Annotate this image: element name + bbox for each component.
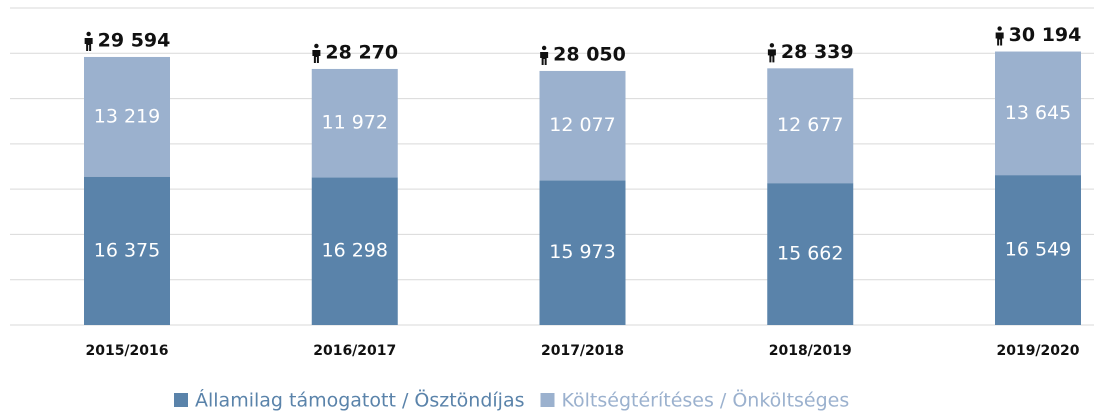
value-label: 16 375 [94,239,160,261]
icon-body [767,49,776,63]
value-label: 16 549 [1005,239,1071,261]
bar-segment [311,177,398,325]
icon-head [997,26,1002,31]
value-label: 12 077 [549,114,615,136]
legend-label: Államilag támogatott / Ösztöndíjas [195,389,525,412]
value-label: 12 677 [777,114,843,136]
value-label: 15 973 [549,241,615,263]
icon-head [769,43,775,48]
x-tick-label: 2015/2016 [85,343,168,359]
bar-segment [767,183,854,325]
total-label: 28 270 [325,41,398,63]
legend-swatch [174,393,188,407]
icon-head [314,43,319,49]
value-label: 16 298 [322,240,388,262]
icon-head [86,31,91,37]
x-tick-label: 2019/2020 [996,343,1079,359]
icon-body [84,37,93,51]
x-tick-label: 2017/2018 [541,343,624,359]
bar-segment [995,175,1081,325]
person-icon [995,26,1004,46]
bar-segment [539,70,626,181]
value-label: 13 645 [1005,102,1071,124]
value-label: 11 972 [322,112,388,134]
legend: Államilag támogatott / Ösztöndíjas Költsé… [174,389,849,412]
icon-body [312,49,321,63]
bar-segment [84,176,170,325]
bar-segment [84,56,170,177]
person-icon [312,43,321,63]
total-label: 30 194 [1009,24,1082,46]
bar-segment [311,68,398,178]
total-label: 28 050 [553,43,626,65]
person-icon [540,45,549,65]
person-icon [767,43,776,63]
value-label: 13 219 [94,105,160,127]
total-label: 29 594 [98,29,171,51]
icon-body [995,32,1004,46]
total-label: 28 339 [781,41,854,63]
x-tick-label: 2016/2017 [313,343,396,359]
bar-segment [995,51,1081,176]
icon-body [540,51,549,65]
legend-label: Költségtérítéses / Önköltséges [562,389,850,412]
bar-segment [539,180,626,325]
person-icon [84,31,93,51]
legend-swatch [540,393,555,407]
value-label: 15 662 [777,243,843,265]
x-tick-label: 2018/2019 [769,343,852,359]
icon-head [541,45,547,51]
bar-segment [767,68,854,184]
